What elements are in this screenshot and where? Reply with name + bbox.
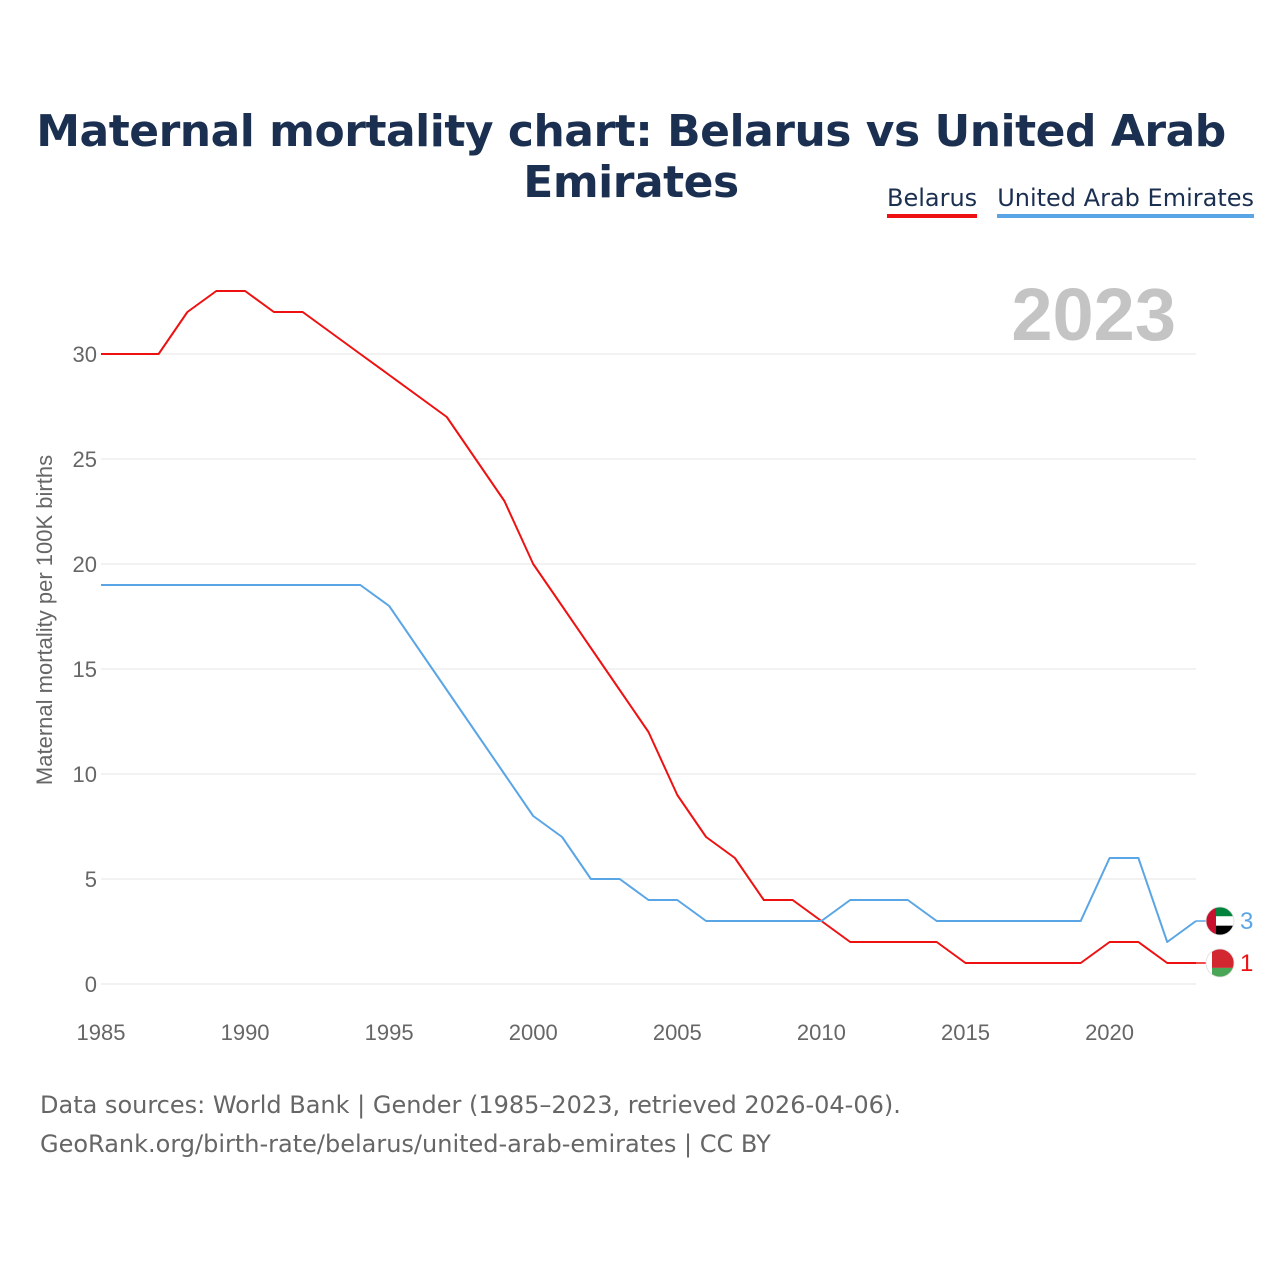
end-value-label-1: 3 — [1240, 908, 1253, 935]
y-axis-label: Maternal mortality per 100K births — [32, 455, 57, 785]
gridlines — [101, 353, 1196, 985]
data-source-text: Data sources: World Bank | Gender (1985–… — [40, 1091, 901, 1119]
chart-title: Maternal mortality chart: Belarus vs Uni… — [36, 106, 1226, 208]
source-url-text[interactable]: GeoRank.org/birth-rate/belarus/united-ar… — [40, 1130, 771, 1158]
y-tick-label-5: 5 — [85, 867, 97, 892]
belarus-flag-icon — [1205, 948, 1235, 978]
series-line-0 — [101, 290, 1196, 964]
x-tick-label-1995: 1995 — [365, 1020, 414, 1045]
series-lines — [101, 290, 1197, 964]
x-tick-label-2005: 2005 — [653, 1020, 702, 1045]
series-line-1 — [101, 584, 1197, 943]
x-tick-label-2000: 2000 — [509, 1020, 558, 1045]
footer: Data sources: World Bank | Gender (1985–… — [40, 1086, 901, 1164]
x-tick-label-1990: 1990 — [221, 1020, 270, 1045]
x-tick-label-1985: 1985 — [77, 1020, 126, 1045]
y-tick-label-0: 0 — [85, 972, 97, 997]
x-tick-label-2015: 2015 — [941, 1020, 990, 1045]
y-axis-ticks: 0 5 10 15 20 25 30 — [73, 342, 97, 997]
legend-item-uae[interactable]: United Arab Emirates — [997, 184, 1254, 218]
x-axis-ticks: 1985 1990 1995 2000 2005 2010 2015 2020 — [77, 1020, 1135, 1045]
y-tick-label-30: 30 — [73, 342, 97, 367]
end-value-label-0: 1 — [1240, 950, 1253, 977]
y-tick-label-10: 10 — [73, 762, 97, 787]
y-tick-label-25: 25 — [73, 447, 97, 472]
end-markers: 13 — [1196, 906, 1253, 978]
x-tick-label-2020: 2020 — [1085, 1020, 1134, 1045]
y-tick-label-15: 15 — [73, 657, 97, 682]
year-badge: 2023 — [1011, 273, 1176, 356]
legend: Belarus United Arab Emirates — [887, 184, 1254, 218]
legend-item-belarus[interactable]: Belarus — [887, 184, 978, 218]
y-tick-label-20: 20 — [73, 552, 97, 577]
uae-flag-icon — [1205, 906, 1235, 936]
x-tick-label-2010: 2010 — [797, 1020, 846, 1045]
